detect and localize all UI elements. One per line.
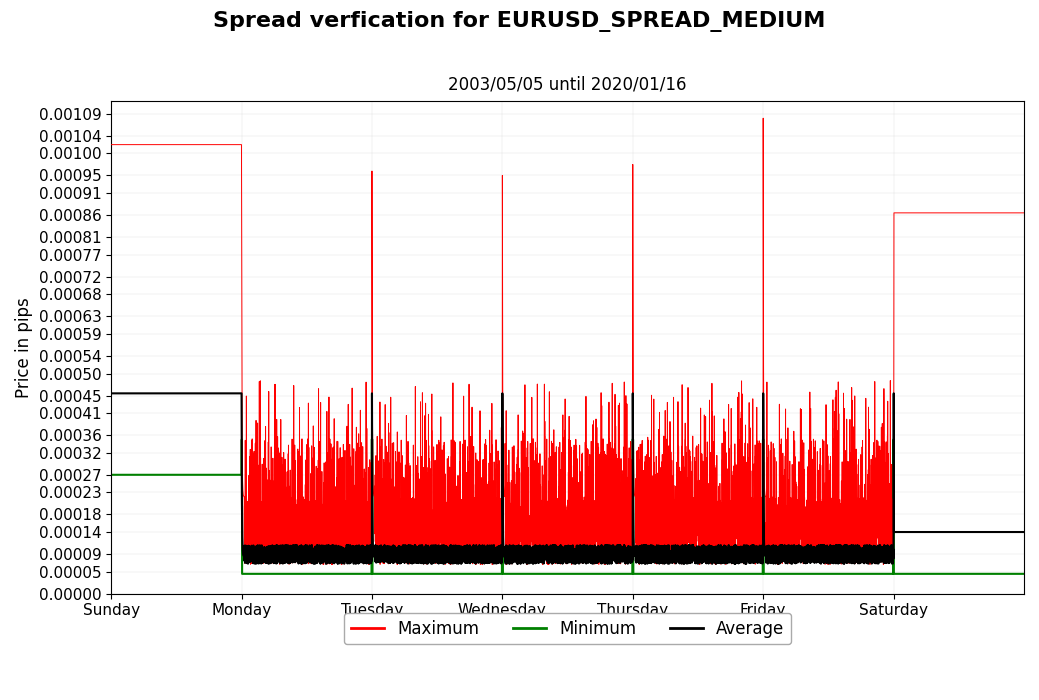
Minimum	[365, 570, 377, 578]
Minimum	[127, 470, 139, 479]
Average	[229, 389, 241, 398]
Average	[365, 551, 377, 559]
Maximum	[325, 561, 338, 569]
Minimum	[236, 570, 248, 578]
Title: 2003/05/05 until 2020/01/16: 2003/05/05 until 2020/01/16	[448, 76, 687, 94]
Maximum	[229, 141, 241, 149]
Maximum	[757, 114, 770, 122]
Maximum	[127, 141, 139, 149]
Minimum	[350, 570, 363, 578]
Line: Average: Average	[111, 393, 1023, 564]
Average	[350, 548, 363, 556]
Minimum	[229, 470, 241, 479]
Minimum	[235, 435, 247, 444]
Legend: Maximum, Minimum, Average: Maximum, Minimum, Average	[344, 613, 792, 645]
Text: Spread verfication for EURUSD_SPREAD_MEDIUM: Spread verfication for EURUSD_SPREAD_MED…	[213, 10, 826, 32]
Maximum	[105, 141, 117, 149]
Average	[1017, 528, 1030, 536]
Maximum	[1017, 209, 1030, 217]
Minimum	[105, 470, 117, 479]
Maximum	[365, 477, 377, 486]
Maximum	[350, 423, 363, 431]
Minimum	[1017, 570, 1030, 578]
Minimum	[791, 570, 803, 578]
Average	[364, 559, 376, 568]
Maximum	[691, 524, 703, 532]
Average	[127, 389, 139, 398]
Average	[105, 389, 117, 398]
Line: Maximum: Maximum	[111, 118, 1023, 565]
Maximum	[791, 522, 803, 530]
Minimum	[691, 570, 703, 578]
Line: Minimum: Minimum	[111, 440, 1023, 574]
Average	[791, 554, 803, 562]
Average	[691, 559, 703, 568]
Y-axis label: Price in pips: Price in pips	[15, 297, 33, 398]
